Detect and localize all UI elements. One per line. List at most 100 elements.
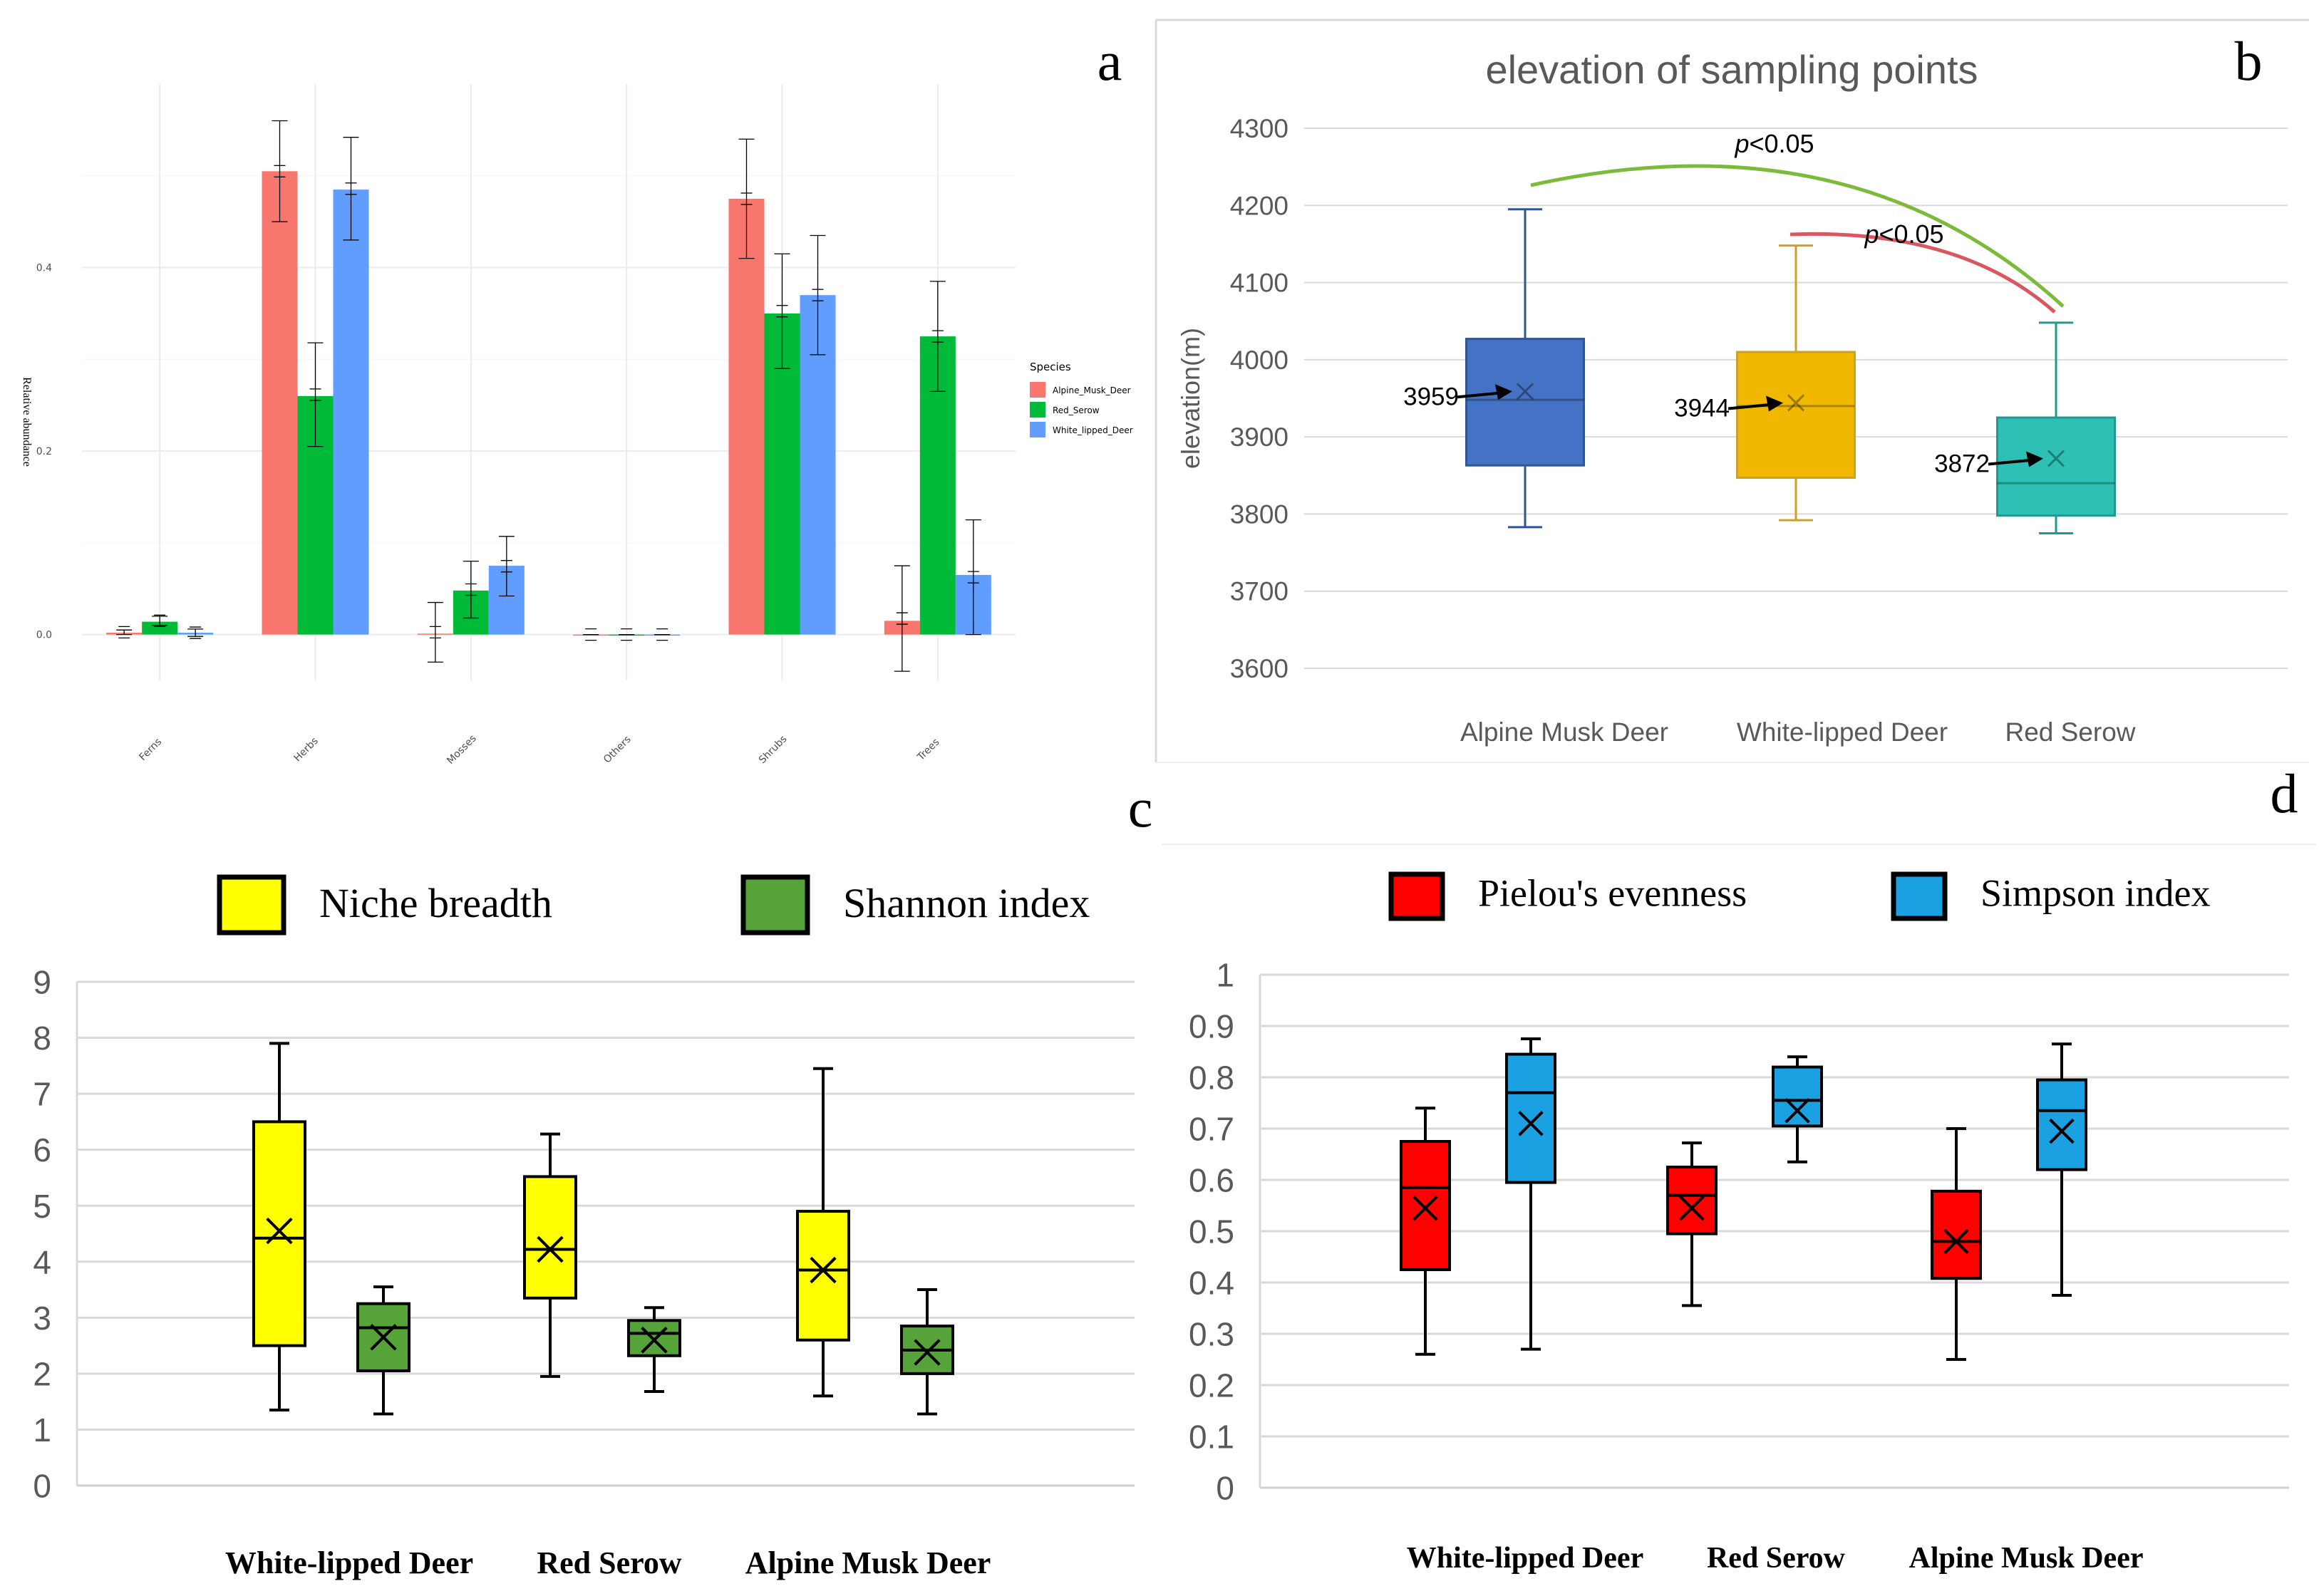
panel-c-mean-marker: [914, 1339, 941, 1366]
panel-b-mean-label: 3872: [1934, 450, 1990, 477]
panel-c-ytick-label: 2: [33, 1355, 51, 1392]
panel-a-bar: [142, 621, 178, 635]
panel-b-ytick-label: 3600: [1230, 654, 1288, 683]
panel-c-mean-marker: [370, 1324, 397, 1351]
panel-c-box: [523, 1175, 577, 1300]
panel-d-ytick-label: 0.7: [1189, 1111, 1234, 1148]
panel-d-mean-marker: [1518, 1111, 1544, 1136]
panel-c-ytick-label: 5: [33, 1188, 51, 1225]
panel-d-xtick-label: Alpine Musk Deer: [1909, 1542, 2144, 1575]
panel-d-box: [1400, 1140, 1451, 1271]
panel-c-mean-marker: [537, 1235, 564, 1263]
panel-a-ytick-label: 0.0: [36, 630, 52, 641]
panel-c-ytick-label: 6: [33, 1131, 51, 1168]
panel-d-legend-swatch: [1388, 871, 1445, 921]
panel-b-significance-label: p<0.05: [1734, 129, 1814, 158]
panel-label-a: a: [1097, 30, 1122, 92]
panel-a-legend-swatch: [1030, 402, 1045, 418]
panel-d-mean-marker: [1412, 1195, 1438, 1221]
panel-d-ytick-label: 1: [1216, 957, 1234, 994]
panel-a-ytick-label: 0.4: [36, 263, 52, 274]
panel-b-title: elevation of sampling points: [1485, 47, 1978, 92]
panel-a-legend-label: Alpine_Musk_Deer: [1053, 385, 1131, 395]
panel-c-ytick-label: 8: [33, 1020, 51, 1057]
panel-b-box: [1736, 351, 1856, 480]
panel-d-pielou-simpson: 0 0.1 0.2 0.3 0.4 0.5 0.6 0.7 0.8 0.9 1 Pielou's ev…: [1162, 844, 2316, 1575]
panel-b-significance-rest: <0.05: [1749, 129, 1814, 158]
panel-a-legend-title: Species: [1030, 361, 1071, 373]
panel-b-mean-arrowhead: [1495, 384, 1512, 400]
panel-b-ytick-label: 3900: [1230, 423, 1288, 452]
panel-d-xtick-label: White-lipped Deer: [1407, 1542, 1643, 1575]
panel-b-mean-arrowhead: [1766, 395, 1783, 412]
panel-c-xtick-label: White-lipped Deer: [225, 1545, 473, 1580]
panel-a-bar: [728, 198, 765, 635]
panel-d-ytick-label: 0.4: [1189, 1265, 1234, 1302]
panel-a-bar: [262, 171, 298, 635]
panel-d-box: [1931, 1189, 1982, 1280]
panel-b-mean-label: 3944: [1674, 394, 1730, 422]
panel-b-mean-arrowhead: [2026, 451, 2043, 467]
panel-d-mean-marker: [1679, 1195, 1705, 1221]
panel-c-mean-marker: [810, 1256, 837, 1284]
panel-d-mean-marker: [2049, 1118, 2075, 1144]
panel-c-mean-marker: [641, 1327, 668, 1354]
panel-b-ytick-label: 3800: [1230, 499, 1288, 529]
panel-c-box: [252, 1120, 306, 1347]
panel-b-box: [1465, 338, 1585, 467]
panel-b-ytick-label: 3700: [1230, 577, 1288, 606]
panel-b-mean-marker: [1516, 383, 1534, 400]
panel-b-ytick-label: 4300: [1230, 114, 1288, 143]
panel-b-significance-label: p<0.05: [1864, 219, 1943, 249]
panel-label-b: b: [2235, 30, 2263, 92]
panel-d-box: [1505, 1052, 1556, 1184]
panel-b-mean-arrow: [1988, 458, 2034, 466]
panel-c-mean-marker: [266, 1217, 293, 1245]
panel-c-ytick-label: 9: [33, 964, 51, 1001]
panel-b-significance-italic: p: [1734, 129, 1749, 158]
panel-b-ytick-label: 4100: [1230, 269, 1288, 298]
panel-c-ytick-label: 4: [33, 1243, 51, 1280]
panel-b-mean-arrow: [1727, 403, 1774, 410]
panel-d-mean-marker: [1785, 1098, 1810, 1124]
panel-d-box: [1772, 1065, 1823, 1128]
panel-d-ytick-label: 0.1: [1189, 1419, 1234, 1456]
panel-d-box: [1666, 1166, 1718, 1235]
panel-b-ytick-label: 4200: [1230, 191, 1288, 220]
panel-b-mean-label: 3959: [1403, 383, 1459, 410]
panel-a-ylabel: Relative abundance: [21, 377, 33, 467]
panel-c-ytick-label: 0: [33, 1468, 51, 1505]
panel-d-legend-label: Pielou's evenness: [1478, 872, 1747, 915]
panel-d-ytick-label: 0.6: [1189, 1162, 1234, 1199]
panel-c-xtick-label: Alpine Musk Deer: [745, 1545, 991, 1580]
panel-d-xtick-label: Red Serow: [1707, 1542, 1846, 1575]
panel-labels: a b c d: [1097, 30, 2298, 839]
panel-c-ytick-label: 1: [33, 1411, 51, 1449]
panel-b-xtick-label: White-lipped Deer: [1737, 717, 1948, 747]
panel-d-ytick-label: 0: [1216, 1470, 1234, 1507]
panel-c-ytick-label: 7: [33, 1076, 51, 1113]
panel-a-bar: [333, 190, 369, 635]
panel-b-mean-marker: [2047, 450, 2065, 467]
panel-a-bar: [609, 634, 645, 636]
panel-b-elevation: 3600 3700 3800 3900 4000 4100 4200 4300 elevatio…: [1155, 19, 2309, 763]
panel-a-plot-area: [82, 84, 1016, 680]
panel-a-ytick-label: 0.2: [36, 446, 52, 457]
panel-b-box: [1996, 416, 2116, 517]
panel-d-ytick-label: 0.9: [1189, 1008, 1234, 1045]
panel-b-xtick-label: Alpine Musk Deer: [1460, 717, 1668, 747]
panel-b-significance-rest: <0.05: [1879, 219, 1943, 249]
panel-d-legend-swatch: [1891, 871, 1948, 921]
panel-c-xtick-label: Red Serow: [537, 1545, 682, 1580]
panel-c-box: [796, 1210, 850, 1342]
panel-c-ytick-label: 3: [33, 1300, 51, 1337]
panel-b-significance-curve: [1789, 232, 2056, 314]
panel-c-niche-shannon: 0 1 2 3 4 5 6 7 8 9 Niche breadth Shannon index Whit…: [33, 874, 1135, 1580]
panel-d-legend-label: Simpson index: [1980, 872, 2211, 915]
panel-c-legend-swatch: [217, 874, 286, 936]
panel-b-mean-marker: [1787, 394, 1805, 412]
panel-d-ytick-label: 0.5: [1189, 1213, 1234, 1250]
panel-a-bar: [644, 634, 681, 636]
panel-b-significance-curve: [1530, 164, 2065, 308]
